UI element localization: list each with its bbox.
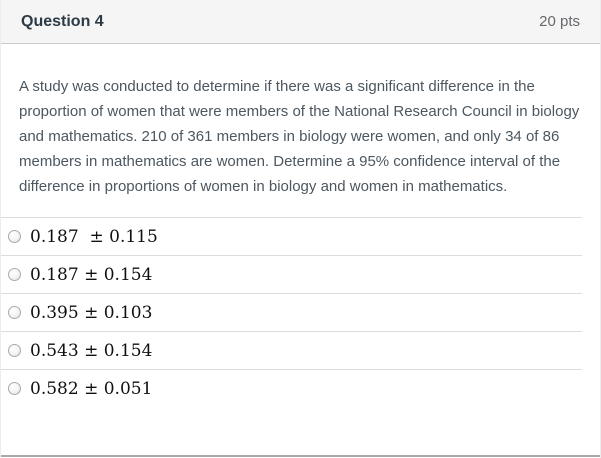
radio-button-icon[interactable] bbox=[8, 268, 21, 281]
radio-button-icon[interactable] bbox=[8, 344, 21, 357]
answer-option-label: 0.187 ± 0.115 bbox=[30, 226, 158, 247]
question-text: A study was conducted to determine if th… bbox=[19, 78, 580, 195]
answer-option-2[interactable]: 0.187 ± 0.154 bbox=[1, 255, 582, 293]
answer-option-label: 0.582 ± 0.051 bbox=[30, 378, 153, 399]
answer-option-3[interactable]: 0.395 ± 0.103 bbox=[1, 293, 582, 331]
answer-options-list: 0.187 ± 0.115 0.187 ± 0.154 0.395 ± 0.10… bbox=[1, 217, 600, 407]
answer-option-5[interactable]: 0.582 ± 0.051 bbox=[1, 369, 582, 407]
radio-button-icon[interactable] bbox=[8, 306, 21, 319]
answer-option-4[interactable]: 0.543 ± 0.154 bbox=[1, 331, 582, 369]
answer-option-label: 0.395 ± 0.103 bbox=[30, 302, 153, 323]
answer-option-label: 0.187 ± 0.154 bbox=[30, 264, 153, 285]
question-points: 20 pts bbox=[539, 13, 580, 30]
question-body: A study was conducted to determine if th… bbox=[1, 44, 600, 199]
answer-option-label: 0.543 ± 0.154 bbox=[30, 340, 153, 361]
radio-button-icon[interactable] bbox=[8, 382, 21, 395]
radio-button-icon[interactable] bbox=[8, 230, 21, 243]
question-title: Question 4 bbox=[21, 12, 104, 30]
question-header: Question 4 20 pts bbox=[1, 0, 600, 44]
section-divider-bar bbox=[1, 455, 600, 457]
answer-option-1[interactable]: 0.187 ± 0.115 bbox=[1, 217, 582, 255]
